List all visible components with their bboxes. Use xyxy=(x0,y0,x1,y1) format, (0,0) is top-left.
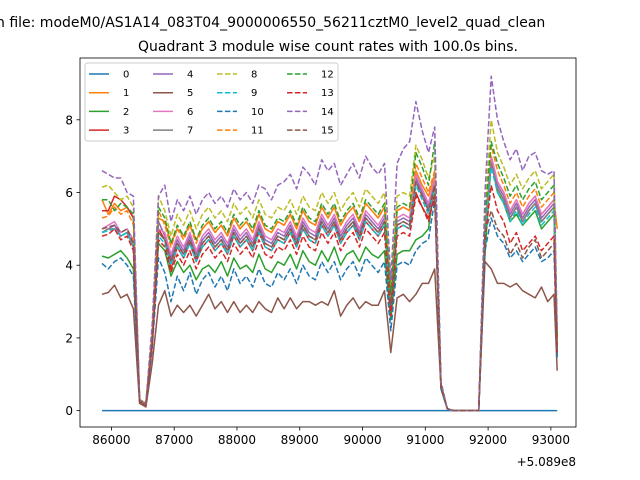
figure-suptitle: n file: modeM0/AS1A14_083T04_9000006550_… xyxy=(0,15,545,31)
legend-label-11: 11 xyxy=(251,126,264,137)
legend-label-14: 14 xyxy=(321,107,334,118)
x-tick-label: 86000 xyxy=(92,433,130,447)
series-line-14 xyxy=(101,75,558,412)
legend-label-15: 15 xyxy=(321,126,334,137)
legend-label-6: 6 xyxy=(187,107,193,118)
x-tick-label: 89000 xyxy=(281,433,319,447)
legend-label-9: 9 xyxy=(251,88,257,99)
x-tick-label: 93000 xyxy=(532,433,570,447)
legend-label-8: 8 xyxy=(251,70,257,81)
legend-frame xyxy=(84,62,339,142)
x-tick-label: 90000 xyxy=(343,433,381,447)
legend-label-4: 4 xyxy=(187,70,193,81)
y-tick-label: 6 xyxy=(65,186,73,200)
chart-title: Quadrant 3 module wise count rates with … xyxy=(138,39,518,55)
legend-label-5: 5 xyxy=(187,88,193,99)
x-tick-label: 91000 xyxy=(406,433,444,447)
series-layer xyxy=(101,75,558,412)
legend-label-3: 3 xyxy=(123,126,129,137)
legend-label-12: 12 xyxy=(321,70,334,81)
axes: 86000 87000 88000 89000 90000 91000 92000 93000… xyxy=(65,57,577,447)
legend-label-10: 10 xyxy=(251,107,264,118)
legend-label-13: 13 xyxy=(321,88,334,99)
legend-label-7: 7 xyxy=(187,126,193,137)
y-tick-label: 8 xyxy=(65,113,73,127)
x-offset-label: +5.089e8 xyxy=(517,455,576,469)
legend-label-0: 0 xyxy=(123,70,129,81)
x-tick-label: 92000 xyxy=(469,433,507,447)
y-tick-label: 4 xyxy=(65,259,73,273)
axes-frame xyxy=(79,57,577,428)
x-tick-label: 87000 xyxy=(155,433,193,447)
legend-label-1: 1 xyxy=(123,88,129,99)
legend-label-2: 2 xyxy=(123,107,129,118)
series-line-11 xyxy=(101,144,558,412)
y-tick-label: 2 xyxy=(65,331,73,345)
y-tick-label: 0 xyxy=(65,404,73,418)
x-tick-label: 88000 xyxy=(218,433,256,447)
series-line-15 xyxy=(101,180,558,412)
